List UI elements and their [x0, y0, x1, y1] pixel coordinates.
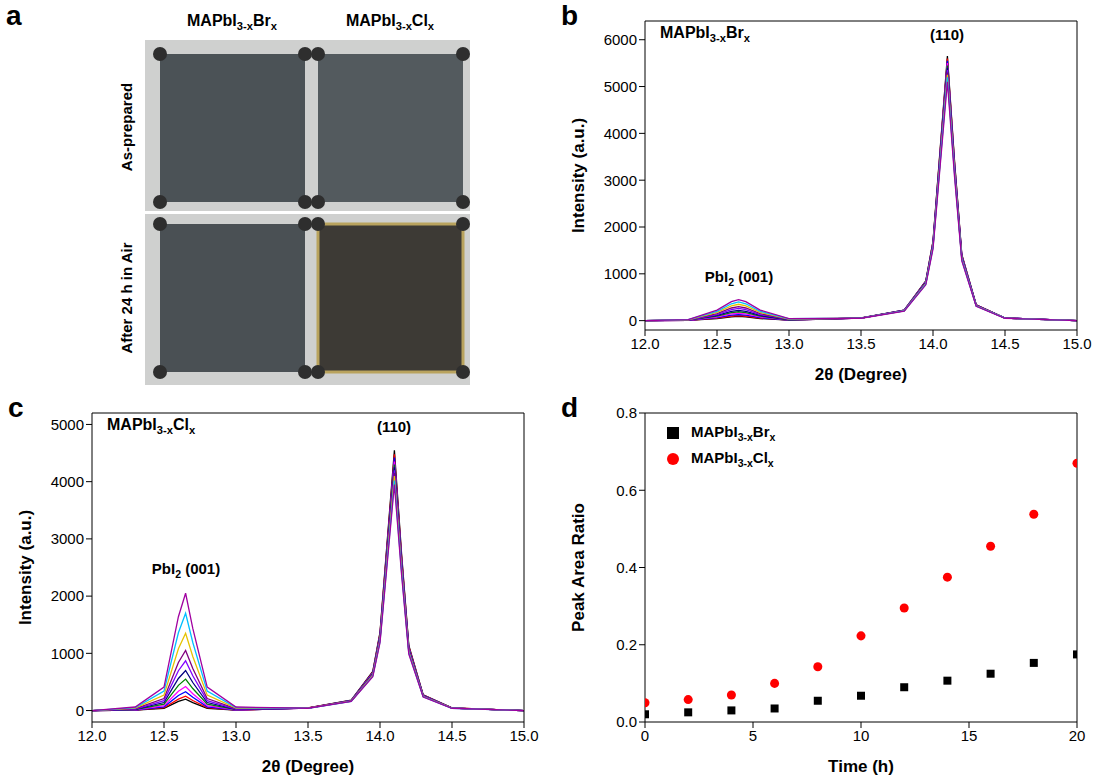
- svg-text:5: 5: [749, 727, 757, 744]
- html-text:(110): (110): [929, 26, 965, 43]
- svg-text:1000: 1000: [604, 265, 637, 282]
- html-text:After 24 h in Air: After 24 h in Air: [117, 242, 135, 354]
- svg-text:0.6: 0.6: [616, 482, 637, 499]
- html-text:MAPbI3-xBrx: MAPbI3-xBrx: [187, 12, 277, 33]
- svg-text:Time (h): Time (h): [828, 757, 894, 776]
- svg-text:5000: 5000: [604, 78, 637, 95]
- svg-text:13.0: 13.0: [221, 727, 250, 744]
- svg-text:12.5: 12.5: [149, 727, 178, 744]
- svg-text:0.2: 0.2: [616, 636, 637, 653]
- svg-text:2θ (Degree): 2θ (Degree): [815, 365, 907, 384]
- svg-text:0.8: 0.8: [616, 404, 637, 421]
- html-text:c: c: [8, 392, 24, 423]
- svg-text:0: 0: [629, 312, 637, 329]
- svg-text:1000: 1000: [51, 645, 84, 662]
- svg-text:12.0: 12.0: [77, 727, 106, 744]
- svg-text:2θ (Degree): 2θ (Degree): [262, 757, 354, 776]
- svg-text:14.0: 14.0: [918, 335, 947, 352]
- svg-text:13.5: 13.5: [293, 727, 322, 744]
- html-text:PbI2(001): PbI2(001): [151, 560, 221, 580]
- svg-text:2000: 2000: [51, 587, 84, 604]
- svg-text:20: 20: [1069, 727, 1086, 744]
- svg-text:13.0: 13.0: [774, 335, 803, 352]
- svg-text:3000: 3000: [51, 530, 84, 547]
- svg-text:0: 0: [76, 702, 84, 719]
- svg-text:Intensity (a.u.): Intensity (a.u.): [569, 118, 588, 233]
- svg-text:Intensity (a.u.): Intensity (a.u.): [16, 510, 35, 625]
- html-text:MAPbI3-xClx: MAPbI3-xClx: [345, 12, 435, 33]
- html-text:b: b: [561, 0, 579, 31]
- svg-text:13.5: 13.5: [846, 335, 875, 352]
- svg-text:6000: 6000: [604, 31, 637, 48]
- html-text:MAPbI3-xBrx: MAPbI3-xBrx: [691, 423, 776, 443]
- svg-text:0.4: 0.4: [616, 559, 637, 576]
- html-text:d: d: [561, 392, 579, 423]
- svg-text:14.0: 14.0: [365, 727, 394, 744]
- svg-text:0.0: 0.0: [616, 713, 637, 730]
- svg-text:12.5: 12.5: [702, 335, 731, 352]
- html-text:MAPbI3-xClx: MAPbI3-xClx: [691, 449, 774, 469]
- svg-text:3000: 3000: [604, 172, 637, 189]
- html-text:MAPbI3-xClx: MAPbI3-xClx: [107, 416, 196, 437]
- svg-text:5000: 5000: [51, 416, 84, 433]
- svg-text:10: 10: [853, 727, 870, 744]
- html-text:As-prepared: As-prepared: [117, 82, 135, 172]
- svg-text:15.0: 15.0: [509, 727, 538, 744]
- svg-text:2000: 2000: [604, 218, 637, 235]
- svg-text:14.5: 14.5: [990, 335, 1019, 352]
- svg-text:4000: 4000: [604, 125, 637, 142]
- svg-text:Peak Area Ratio: Peak Area Ratio: [569, 503, 588, 632]
- html-text:PbI2(001): PbI2(001): [704, 268, 774, 288]
- html-text:MAPbI3-xBrx: MAPbI3-xBrx: [660, 24, 750, 45]
- svg-text:15.0: 15.0: [1062, 335, 1091, 352]
- svg-text:4000: 4000: [51, 473, 84, 490]
- svg-text:12.0: 12.0: [630, 335, 659, 352]
- svg-text:15: 15: [961, 727, 978, 744]
- svg-text:0: 0: [641, 727, 649, 744]
- svg-text:14.5: 14.5: [437, 727, 466, 744]
- html-text:a: a: [6, 0, 22, 31]
- html-text:(110): (110): [376, 418, 412, 435]
